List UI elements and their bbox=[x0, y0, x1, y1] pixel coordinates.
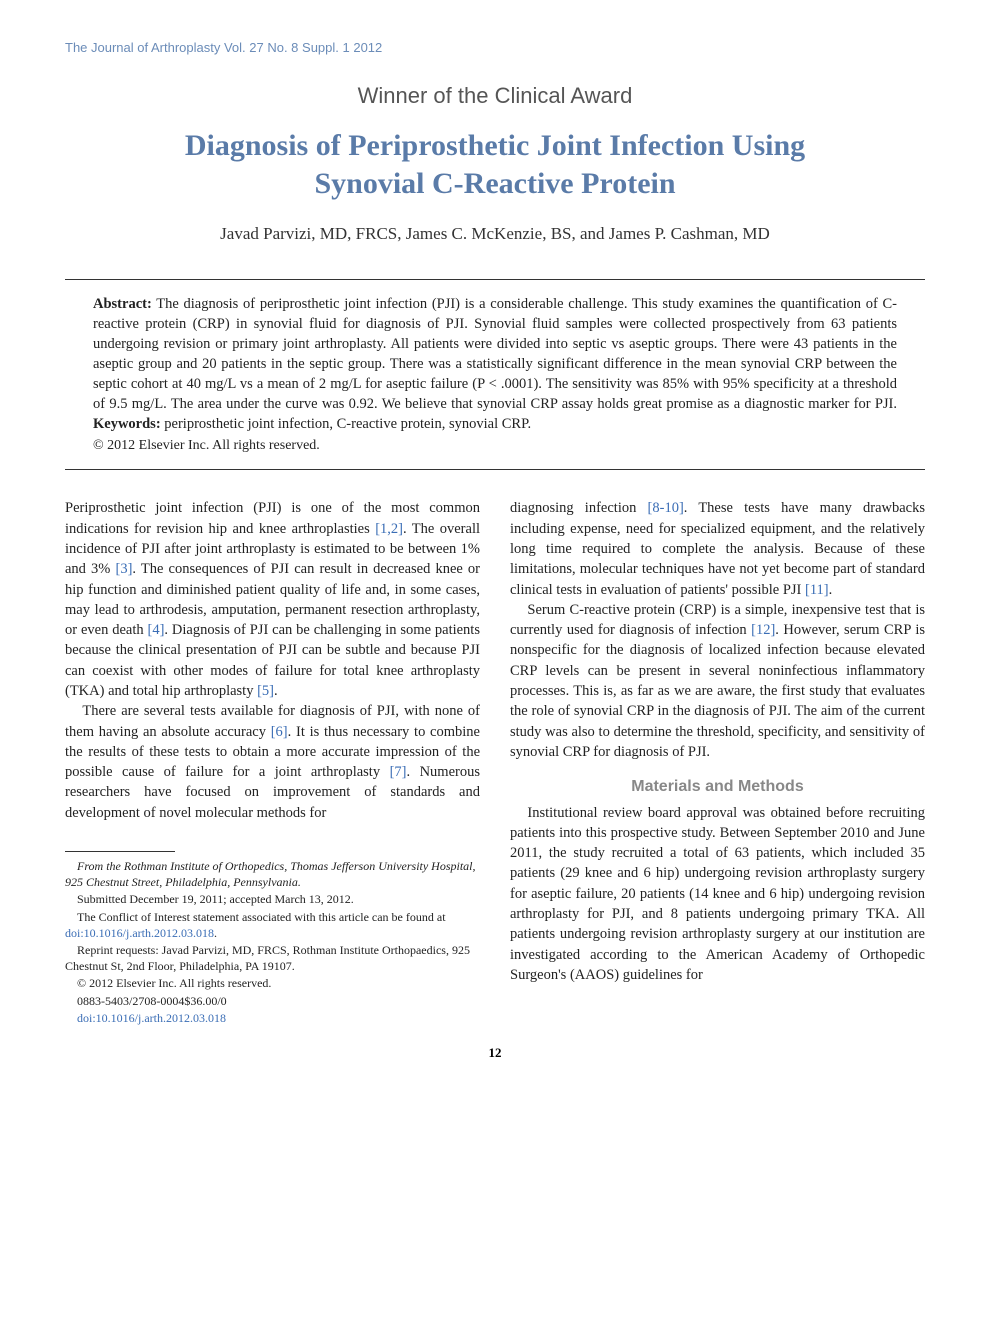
ref-12[interactable]: [12] bbox=[751, 622, 775, 638]
footnote-coi-end: . bbox=[214, 926, 217, 940]
ref-7[interactable]: [7] bbox=[390, 764, 407, 780]
ref-11[interactable]: [11] bbox=[805, 582, 829, 598]
paragraph-4: Serum C-reactive protein (CRP) is a simp… bbox=[510, 600, 925, 762]
p4-text-b: . However, serum CRP is nonspecific for … bbox=[510, 622, 925, 760]
ref-3[interactable]: [3] bbox=[116, 561, 133, 577]
body-columns: Periprosthetic joint infection (PJI) is … bbox=[65, 498, 925, 1027]
paragraph-2: There are several tests available for di… bbox=[65, 701, 480, 823]
footnote-coi: The Conflict of Interest statement assoc… bbox=[65, 909, 480, 941]
p1-text-e: . bbox=[274, 683, 278, 699]
ref-6[interactable]: [6] bbox=[271, 724, 288, 740]
footnote-coi-doi[interactable]: doi:10.1016/j.arth.2012.03.018 bbox=[65, 926, 214, 940]
footnote-divider bbox=[65, 851, 175, 852]
paragraph-1: Periprosthetic joint infection (PJI) is … bbox=[65, 498, 480, 701]
right-column: diagnosing infection [8-10]. These tests… bbox=[510, 498, 925, 1027]
abstract-text: The diagnosis of periprosthetic joint in… bbox=[93, 296, 897, 412]
footnote-issn: 0883-5403/2708-0004$36.00/0 bbox=[65, 993, 480, 1009]
abstract-label: Abstract: bbox=[93, 296, 152, 312]
abstract-copyright: © 2012 Elsevier Inc. All rights reserved… bbox=[93, 436, 897, 455]
award-line: Winner of the Clinical Award bbox=[65, 83, 925, 109]
p3-text-a: diagnosing infection bbox=[510, 500, 648, 516]
footnote-doi: doi:10.1016/j.arth.2012.03.018 bbox=[65, 1010, 480, 1026]
p3-text-c: . bbox=[829, 582, 833, 598]
paragraph-5: Institutional review board approval was … bbox=[510, 803, 925, 986]
keywords-label: Keywords: bbox=[93, 416, 161, 432]
journal-header: The Journal of Arthroplasty Vol. 27 No. … bbox=[65, 40, 925, 55]
abstract-block: Abstract: The diagnosis of periprostheti… bbox=[65, 280, 925, 469]
paragraph-3: diagnosing infection [8-10]. These tests… bbox=[510, 498, 925, 599]
footnote-affiliation: From the Rothman Institute of Orthopedic… bbox=[65, 858, 480, 890]
ref-1-2[interactable]: [1,2] bbox=[375, 521, 403, 537]
page-number: 12 bbox=[65, 1045, 925, 1061]
keywords-text: periprosthetic joint infection, C-reacti… bbox=[161, 416, 531, 432]
divider-bottom bbox=[65, 469, 925, 470]
footnote-doi-link[interactable]: doi:10.1016/j.arth.2012.03.018 bbox=[77, 1011, 226, 1025]
left-column: Periprosthetic joint infection (PJI) is … bbox=[65, 498, 480, 1027]
footnotes-block: From the Rothman Institute of Orthopedic… bbox=[65, 858, 480, 1026]
footnote-copyright: © 2012 Elsevier Inc. All rights reserved… bbox=[65, 975, 480, 991]
footnote-dates: Submitted December 19, 2011; accepted Ma… bbox=[65, 891, 480, 907]
article-title: Diagnosis of Periprosthetic Joint Infect… bbox=[65, 127, 925, 202]
footnote-coi-text: The Conflict of Interest statement assoc… bbox=[77, 910, 446, 924]
page-container: The Journal of Arthroplasty Vol. 27 No. … bbox=[0, 0, 990, 1091]
ref-4[interactable]: [4] bbox=[147, 622, 164, 638]
title-line-1: Diagnosis of Periprosthetic Joint Infect… bbox=[185, 129, 805, 162]
authors: Javad Parvizi, MD, FRCS, James C. McKenz… bbox=[65, 224, 925, 244]
ref-8-10[interactable]: [8-10] bbox=[648, 500, 684, 516]
title-line-2: Synovial C-Reactive Protein bbox=[314, 167, 675, 200]
section-materials-methods: Materials and Methods bbox=[510, 776, 925, 798]
ref-5[interactable]: [5] bbox=[257, 683, 274, 699]
footnote-reprint: Reprint requests: Javad Parvizi, MD, FRC… bbox=[65, 942, 480, 974]
